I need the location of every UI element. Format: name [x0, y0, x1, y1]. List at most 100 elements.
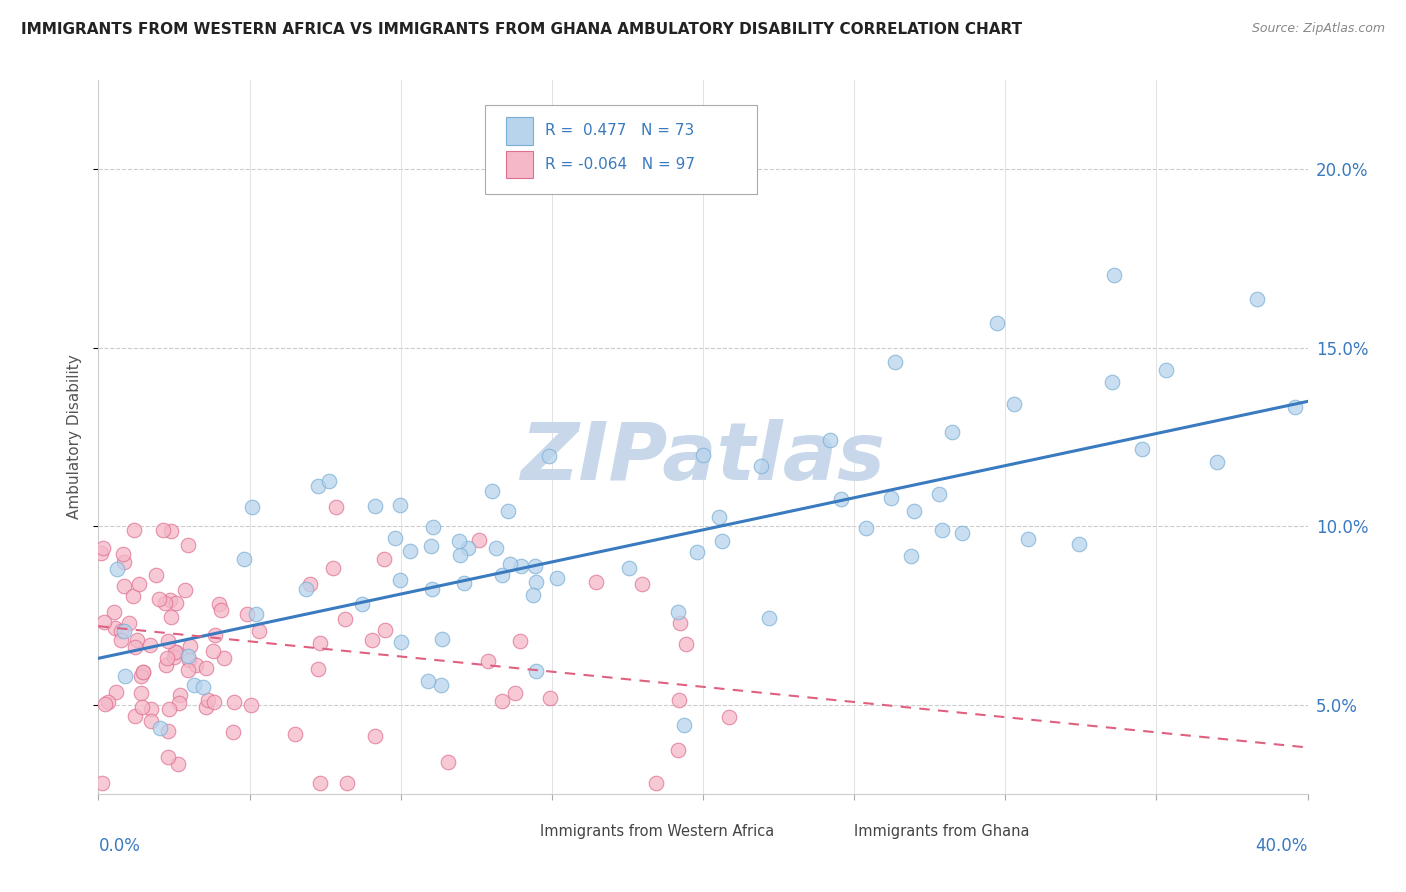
- Text: ZIPatlas: ZIPatlas: [520, 419, 886, 498]
- Point: [617, 561, 640, 575]
- Point: [1102, 268, 1125, 282]
- Point: [308, 478, 330, 492]
- Point: [1205, 455, 1227, 469]
- Point: [91, 541, 114, 555]
- Point: [430, 632, 453, 647]
- Point: [201, 644, 224, 658]
- Point: [491, 694, 513, 708]
- Point: [481, 484, 503, 499]
- Point: [112, 555, 135, 569]
- Text: Source: ZipAtlas.com: Source: ZipAtlas.com: [1251, 22, 1385, 36]
- Point: [538, 691, 561, 706]
- Point: [449, 548, 471, 562]
- Point: [131, 669, 153, 683]
- Text: R =  0.477   N = 73: R = 0.477 N = 73: [544, 123, 693, 138]
- Text: 0.0%: 0.0%: [98, 837, 141, 855]
- Point: [903, 504, 925, 518]
- Point: [645, 776, 668, 790]
- Point: [309, 636, 332, 650]
- Point: [524, 665, 547, 679]
- Point: [457, 541, 479, 555]
- Point: [950, 525, 973, 540]
- Point: [145, 567, 167, 582]
- Point: [363, 499, 385, 513]
- Point: [931, 523, 953, 537]
- Point: [1154, 363, 1177, 377]
- Point: [165, 596, 187, 610]
- Point: [675, 637, 697, 651]
- Point: [749, 459, 772, 474]
- Point: [668, 693, 690, 707]
- Point: [669, 615, 692, 630]
- Text: IMMIGRANTS FROM WESTERN AFRICA VS IMMIGRANTS FROM GHANA AMBULATORY DISABILITY CO: IMMIGRANTS FROM WESTERN AFRICA VS IMMIGR…: [21, 22, 1022, 37]
- Point: [585, 574, 607, 589]
- Point: [717, 710, 740, 724]
- Point: [686, 545, 709, 559]
- Point: [157, 702, 180, 716]
- Point: [139, 638, 162, 652]
- Point: [204, 627, 226, 641]
- Point: [364, 729, 387, 743]
- Y-axis label: Ambulatory Disability: Ambulatory Disability: [67, 355, 83, 519]
- Point: [295, 582, 318, 597]
- Point: [509, 634, 531, 648]
- Point: [165, 645, 187, 659]
- Point: [503, 686, 526, 700]
- Point: [139, 714, 162, 729]
- Point: [1017, 532, 1039, 546]
- Point: [352, 597, 374, 611]
- Point: [672, 718, 695, 732]
- Point: [245, 607, 267, 622]
- Point: [711, 534, 734, 549]
- Text: R = -0.064   N = 97: R = -0.064 N = 97: [544, 157, 695, 172]
- Point: [153, 596, 176, 610]
- Point: [131, 700, 153, 714]
- Point: [235, 607, 257, 621]
- Point: [522, 588, 544, 602]
- Point: [167, 696, 190, 710]
- Point: [195, 661, 218, 675]
- Point: [524, 574, 547, 589]
- Point: [159, 592, 181, 607]
- Text: Immigrants from Ghana: Immigrants from Ghana: [855, 824, 1029, 839]
- Point: [177, 648, 200, 663]
- Point: [156, 750, 179, 764]
- Point: [94, 697, 117, 711]
- Point: [105, 561, 128, 575]
- Point: [384, 531, 406, 545]
- Point: [122, 523, 145, 537]
- Point: [308, 776, 330, 790]
- Point: [422, 519, 444, 533]
- Point: [928, 487, 950, 501]
- Point: [195, 699, 218, 714]
- Point: [165, 645, 187, 659]
- Point: [183, 678, 205, 692]
- Point: [420, 582, 443, 596]
- Bar: [824, 821, 845, 842]
- Point: [160, 609, 183, 624]
- Point: [498, 557, 520, 571]
- Point: [1284, 401, 1306, 415]
- Point: [112, 548, 135, 562]
- Point: [1246, 292, 1268, 306]
- Point: [125, 632, 148, 647]
- Point: [174, 583, 197, 598]
- Point: [491, 568, 513, 582]
- Point: [707, 510, 730, 524]
- Point: [307, 663, 329, 677]
- Point: [118, 615, 141, 630]
- Point: [758, 610, 780, 624]
- Point: [538, 449, 561, 463]
- Point: [128, 577, 150, 591]
- Point: [986, 316, 1008, 330]
- Point: [1101, 375, 1123, 389]
- Point: [523, 559, 546, 574]
- Point: [177, 653, 200, 667]
- Point: [498, 504, 520, 518]
- Point: [818, 433, 841, 447]
- Point: [222, 695, 245, 709]
- Point: [668, 605, 690, 619]
- Point: [160, 524, 183, 539]
- Point: [131, 665, 153, 679]
- Text: 40.0%: 40.0%: [1256, 837, 1308, 855]
